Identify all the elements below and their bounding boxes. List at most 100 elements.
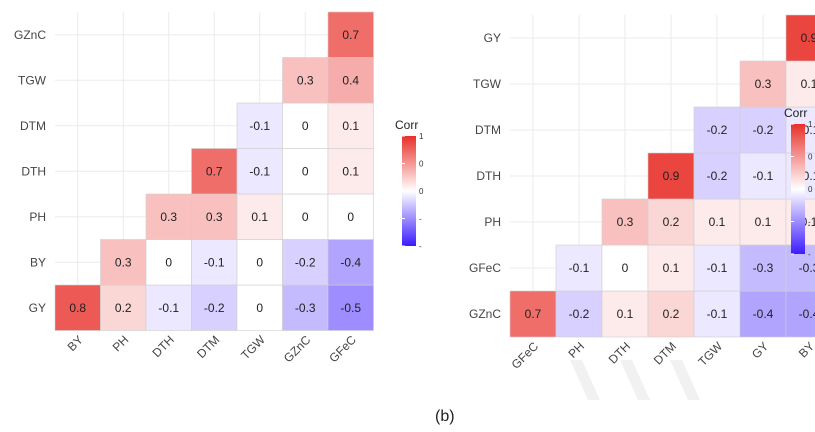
heatmap-cell [282, 284, 329, 331]
cell-value-label: 0.2 [115, 301, 132, 315]
cell-value-label: 0.1 [251, 210, 268, 224]
x-tick-label: GZnC [281, 332, 314, 365]
heatmap-cell [191, 193, 238, 240]
heatmap-cell [327, 284, 374, 331]
legend-tick-label: 0 [808, 185, 813, 194]
cell-value-label: -0.4 [753, 307, 774, 321]
cell-value-label: 0.1 [342, 119, 359, 133]
cell-value-label: 0.2 [663, 215, 680, 229]
cell-value-label: 0.7 [342, 28, 359, 42]
cell-value-label: -0.3 [295, 301, 316, 315]
cell-value-label: 0.9 [663, 169, 680, 183]
cell-value-label: -0.5 [340, 301, 361, 315]
cell-value-label: 0 [347, 210, 354, 224]
y-tick-label: DTH [476, 169, 501, 183]
heatmap-cell [693, 290, 741, 338]
heatmap-cell [100, 239, 147, 286]
x-tick-label: TGW [238, 332, 268, 362]
x-tick-label: BY [796, 339, 815, 360]
legend-tick-label: 0 [419, 187, 424, 196]
cell-value-label: 0 [165, 255, 172, 269]
cell-value-label: 0.1 [617, 307, 634, 321]
legend-tick-label: - [808, 250, 811, 259]
cell-value-label: 0.1 [755, 215, 772, 229]
cell-value-label: 0 [302, 119, 309, 133]
x-tick-label: TGW [695, 339, 725, 369]
heatmap-cell [601, 198, 649, 246]
y-tick-label: DTH [21, 164, 46, 178]
heatmap-cell [327, 193, 374, 240]
cell-value-label: 0 [302, 210, 309, 224]
heatmap-cell [191, 148, 238, 195]
cell-value-label: 0.3 [617, 215, 634, 229]
cell-value-label: -0.1 [249, 119, 270, 133]
legend-colorbar [402, 136, 416, 246]
heatmap-cell [739, 290, 787, 338]
cell-value-label: -0.1 [158, 301, 179, 315]
y-tick-label: TGW [473, 77, 502, 91]
y-tick-label: GZnC [469, 307, 501, 321]
heatmap-cell [327, 57, 374, 104]
y-tick-label: PH [29, 210, 46, 224]
cell-value-label: -0.1 [204, 255, 225, 269]
legend-colorbar [791, 124, 805, 254]
y-tick-label: PH [484, 215, 501, 229]
y-tick-label: DTM [20, 119, 46, 133]
heatmap-cell [327, 239, 374, 286]
x-tick-label: GY [749, 339, 771, 361]
cell-value-label: -0.2 [707, 169, 728, 183]
cell-value-label: 0 [302, 164, 309, 178]
cell-value-label: 0.3 [206, 210, 223, 224]
heatmap-cell [236, 102, 283, 149]
heatmap-cell [555, 244, 603, 292]
heatmap-cell [693, 152, 741, 200]
legend-title: Corr [395, 118, 418, 132]
y-tick-label: GY [29, 301, 46, 315]
cell-value-label: 0.3 [115, 255, 132, 269]
cell-value-label: -0.4 [340, 255, 361, 269]
panel-label-b: (b) [435, 408, 455, 425]
y-tick-label: GFeC [469, 261, 501, 275]
heatmap-cell [785, 290, 815, 338]
cell-value-label: 0.9 [801, 31, 815, 45]
heatmap-cell [693, 198, 741, 246]
heatmap-cell [647, 198, 695, 246]
heatmap-panel-2: 0.7-0.20.10.2-0.1-0.4-0.4-0.100.1-0.1-0.… [469, 14, 815, 372]
heatmap-cell [739, 244, 787, 292]
cell-value-label: 0.1 [709, 215, 726, 229]
heatmap-cell [327, 102, 374, 149]
heatmap-cell [145, 239, 192, 286]
heatmap-cell [647, 290, 695, 338]
cell-value-label: 0.7 [525, 307, 542, 321]
cell-value-label: 0 [256, 255, 263, 269]
heatmap-cell [236, 148, 283, 195]
cell-value-label: 0.3 [297, 73, 314, 87]
heatmap-cell [236, 239, 283, 286]
heatmap-cell [282, 102, 329, 149]
cell-value-label: -0.1 [707, 261, 728, 275]
heatmap-cell [785, 60, 815, 108]
heatmap-cell [327, 11, 374, 58]
heatmap-cell [145, 284, 192, 331]
x-tick-label: DTH [606, 339, 633, 366]
legend-title: Corr [784, 106, 807, 120]
cell-value-label: 0.1 [801, 77, 815, 91]
cell-value-label: 0.1 [342, 164, 359, 178]
heatmap-cell [282, 239, 329, 286]
cell-value-label: 0.3 [755, 77, 772, 91]
cell-value-label: -0.1 [753, 169, 774, 183]
cell-value-label: 0.8 [69, 301, 86, 315]
legend-tick-label: 1 [808, 120, 813, 129]
legend-tick-label: 0 [419, 160, 424, 169]
y-tick-label: GY [484, 31, 501, 45]
x-tick-label: GFeC [326, 332, 359, 365]
legend-tick-label: - [808, 218, 811, 227]
legend-tick-label: 1 [419, 132, 424, 141]
heatmap-cell [282, 193, 329, 240]
heatmap-cell [739, 106, 787, 154]
heatmap-cell [509, 290, 557, 338]
x-tick-label: PH [565, 339, 587, 361]
y-tick-label: BY [30, 255, 46, 269]
heatmap-cell [693, 106, 741, 154]
heatmap-cell [693, 244, 741, 292]
